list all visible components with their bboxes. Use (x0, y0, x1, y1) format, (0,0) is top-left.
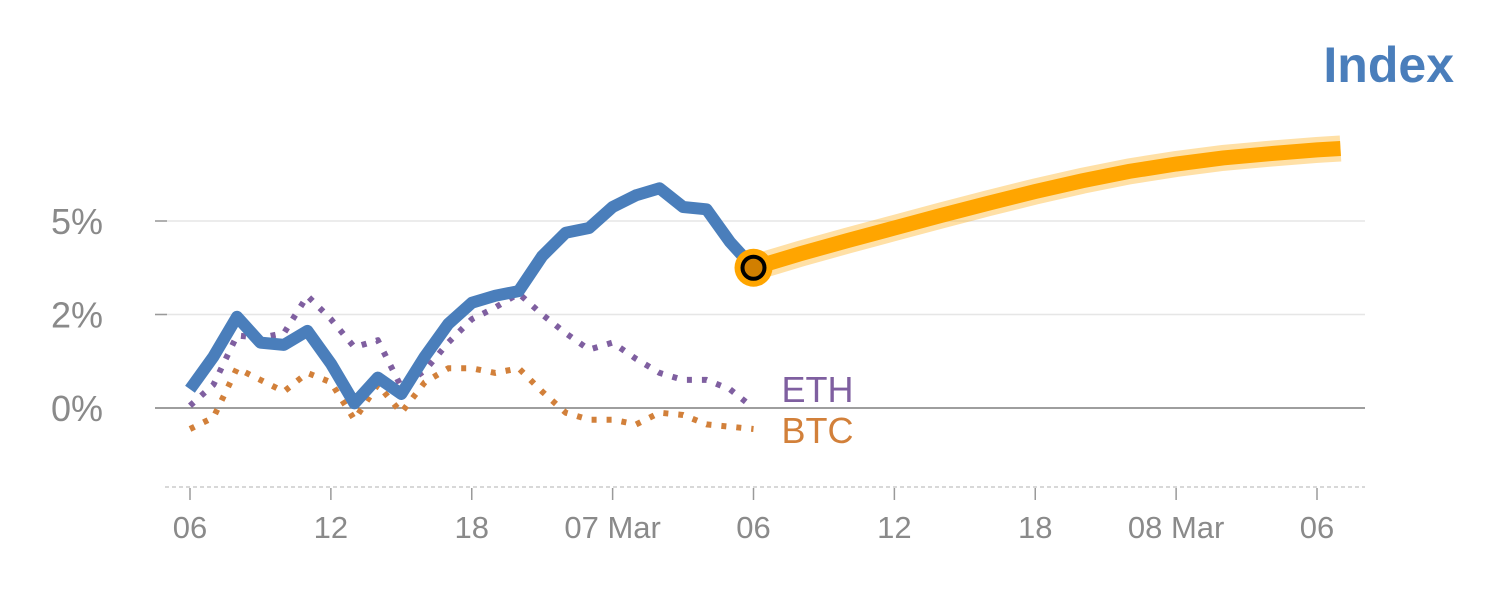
x-tick-label: 12 (314, 510, 348, 545)
current-point-marker (740, 254, 767, 281)
btc-line (188, 365, 754, 432)
x-tick-label: 06 (1300, 510, 1334, 545)
x-tick-label: 08 Mar (1128, 510, 1224, 545)
x-tick-label: 07 Mar (564, 510, 660, 545)
eth-line (187, 290, 756, 411)
index-line (185, 182, 758, 410)
y-tick-label: 5% (51, 201, 103, 242)
eth-label: ETH (782, 369, 854, 410)
x-axis: 06 12 18 07 Mar 06 12 18 08 Mar 06 (165, 486, 1365, 545)
x-tick-label: 18 (455, 510, 489, 545)
x-tick-label: 12 (877, 510, 911, 545)
btc-label: BTC (782, 410, 854, 451)
x-tick-label: 06 (736, 510, 770, 545)
y-axis: 0% 2% 5% (51, 201, 103, 429)
y-tick-label: 2% (51, 295, 103, 336)
series-layer (185, 135, 1342, 432)
forecast-line (751, 141, 1341, 275)
x-tick-label: 06 (173, 510, 207, 545)
y-tick-label: 0% (51, 388, 103, 429)
x-tick-label: 18 (1018, 510, 1052, 545)
chart-title: Index (1323, 37, 1454, 93)
